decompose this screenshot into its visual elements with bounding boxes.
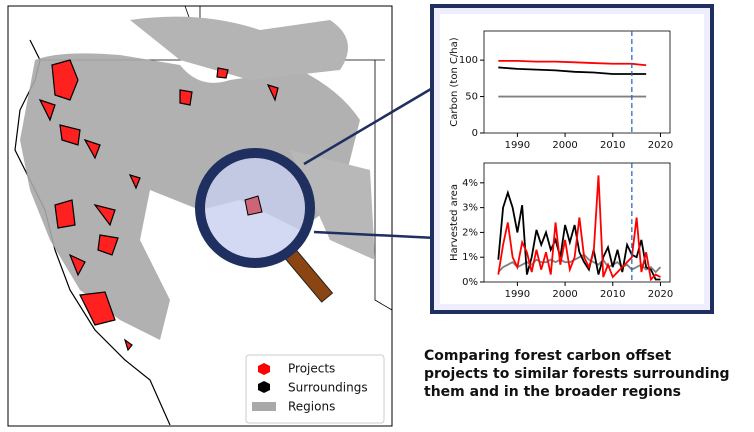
plot-area (483, 162, 671, 283)
y-tick-label: 50 (465, 92, 478, 103)
caption: projects to similar forests surrounding (424, 366, 730, 382)
region-area (290, 150, 375, 260)
y-axis-label: Carbon (ton C/ha) (449, 37, 460, 126)
region-area (130, 16, 348, 81)
legend (245, 354, 385, 424)
x-tick-label: 2000 (552, 289, 577, 300)
y-tick-label: 0% (462, 277, 478, 288)
x-tick-label: 1990 (505, 289, 530, 300)
legend-label: Regions (288, 400, 335, 414)
legend-swatch (258, 381, 270, 393)
x-tick-label: 2020 (648, 289, 673, 300)
y-tick-label: 2% (462, 227, 478, 238)
y-tick-label: 0 (472, 128, 478, 139)
caption: them and in the broader regions (424, 384, 681, 400)
y-tick-label: 100 (459, 55, 478, 66)
series-line (497, 189, 661, 281)
y-axis-label: Harvested area (449, 184, 460, 261)
legend-swatch (252, 402, 276, 411)
legend-label: Projects (288, 362, 335, 376)
zoom-line (313, 230, 437, 240)
x-tick-label: 2010 (600, 289, 625, 300)
region-area (20, 53, 360, 340)
map (7, 5, 393, 427)
legend-label: Surroundings (288, 381, 368, 395)
x-tick-label: 2000 (552, 140, 577, 151)
legend-swatch (258, 363, 270, 375)
x-tick-label: 1990 (505, 140, 530, 151)
series-line (497, 175, 661, 282)
x-tick-label: 2010 (600, 140, 625, 151)
zoom-line (303, 84, 437, 166)
y-tick-label: 1% (462, 252, 478, 263)
series-line (498, 66, 647, 75)
y-tick-label: 3% (462, 203, 478, 214)
caption: Comparing forest carbon offset (424, 348, 671, 364)
series-line (498, 59, 647, 67)
project-areas (38, 59, 279, 352)
plot-area (483, 30, 671, 134)
zoomed-project (244, 195, 263, 216)
x-tick-label: 2020 (648, 140, 673, 151)
y-tick-label: 4% (462, 178, 478, 189)
